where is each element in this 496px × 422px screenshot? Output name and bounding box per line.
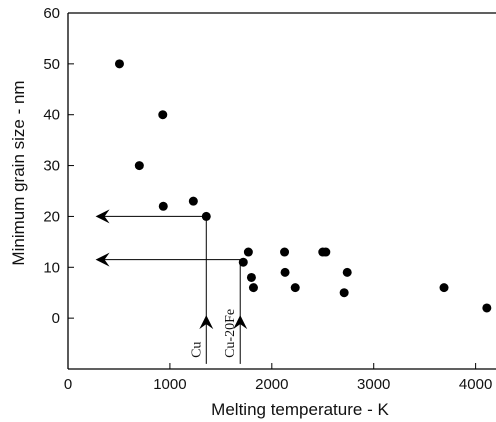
data-point: [188, 196, 198, 206]
arrow-left-icon: [95, 209, 110, 224]
arrow-up-icon: [233, 315, 248, 330]
y-tick-label: 20: [43, 208, 60, 225]
data-point: [482, 303, 492, 313]
x-tick-label: 3000: [357, 376, 390, 393]
data-point: [243, 247, 253, 257]
data-point: [339, 288, 349, 298]
annotation-lines: Cu Cu-20Fe: [95, 209, 248, 364]
x-tick-label: 0: [64, 376, 72, 393]
x-tick-label: 2000: [255, 376, 288, 393]
data-point: [158, 110, 168, 120]
data-point: [290, 283, 300, 293]
data-point: [238, 257, 248, 267]
y-tick-label: 60: [43, 5, 60, 22]
data-point: [158, 201, 168, 211]
x-tick-label: 4000: [459, 376, 492, 393]
y-tick-label: 0: [52, 310, 60, 327]
data-point: [248, 283, 258, 293]
arrow-up-icon: [199, 315, 214, 330]
data-point: [280, 267, 290, 277]
data-point: [246, 272, 256, 282]
data-point: [439, 283, 449, 293]
data-point: [321, 247, 331, 257]
annotation-label: Cu-20Fe: [223, 309, 238, 358]
x-axis-ticks: 0 1000 2000 3000 4000: [64, 363, 492, 393]
y-axis-ticks: 0 10 20 30 40 50 60: [43, 5, 74, 327]
data-point: [201, 211, 211, 221]
data-point: [114, 59, 124, 69]
y-tick-label: 40: [43, 107, 60, 124]
annotation-label: Cu: [189, 342, 204, 358]
y-tick-label: 10: [43, 259, 60, 276]
x-axis-title: Melting temperature - K: [211, 400, 389, 419]
y-tick-label: 30: [43, 158, 60, 175]
y-tick-label: 50: [43, 56, 60, 73]
data-point: [342, 267, 352, 277]
data-point: [280, 247, 290, 257]
data-points: [114, 59, 492, 313]
x-tick-label: 1000: [153, 376, 186, 393]
plot-frame: [67, 12, 496, 370]
data-point: [134, 161, 144, 171]
arrow-left-icon: [95, 252, 110, 267]
y-axis-title: Minimum grain size - nm: [9, 80, 28, 265]
